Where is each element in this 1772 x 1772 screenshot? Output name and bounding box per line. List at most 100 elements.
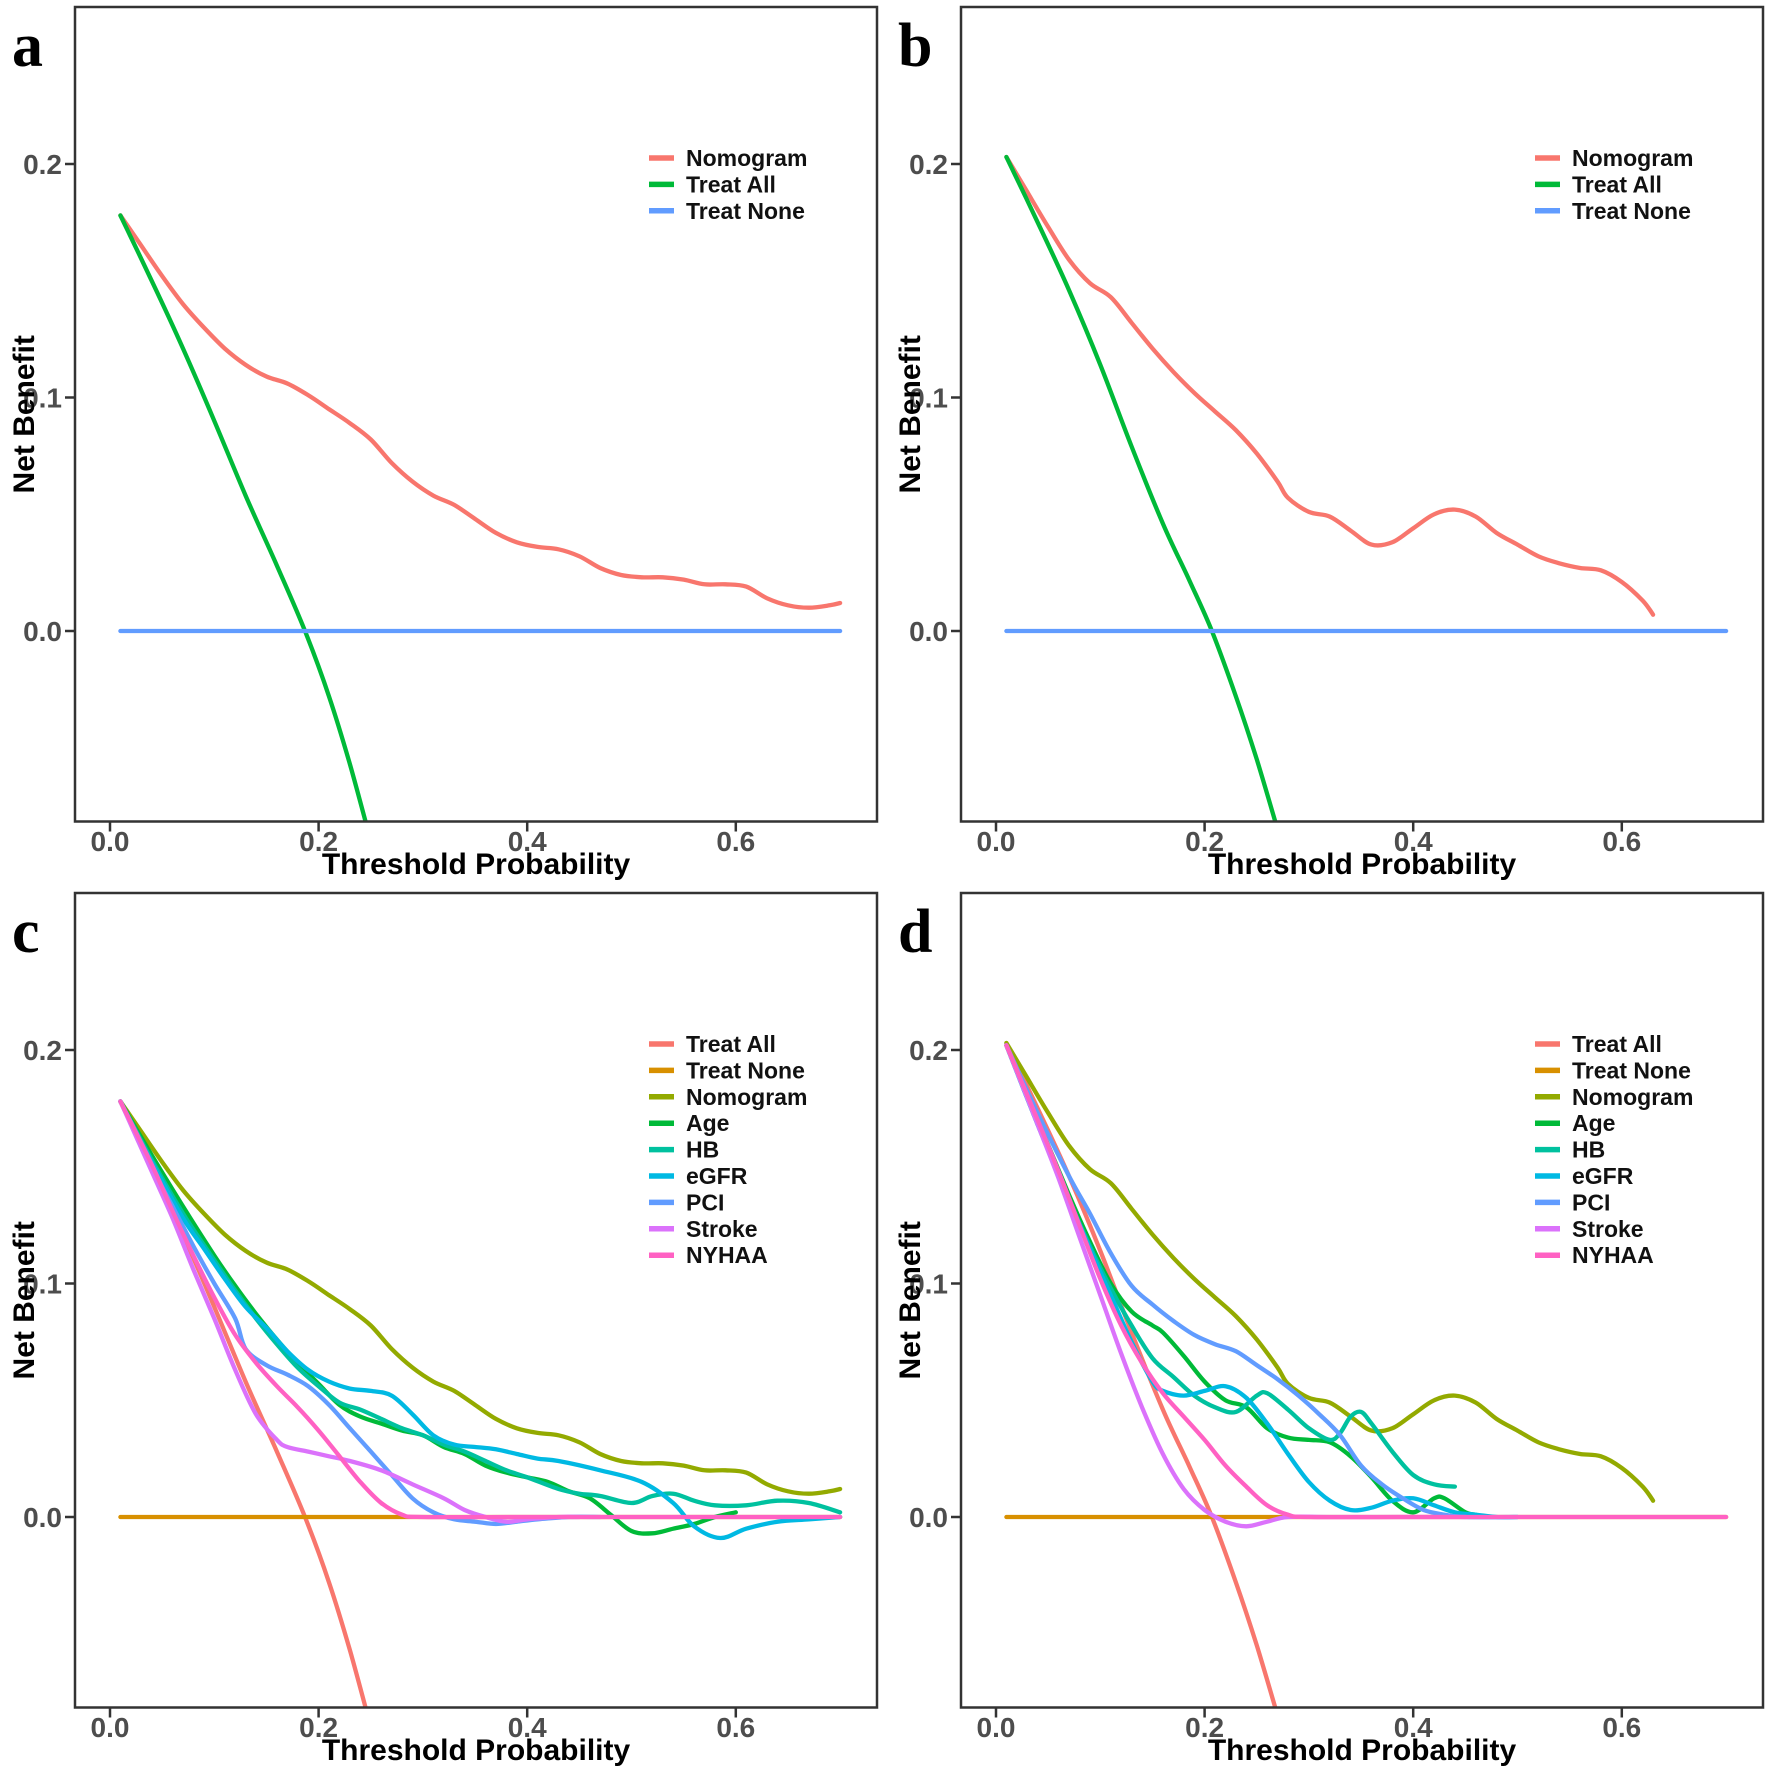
x-tick-label: 0.0	[977, 826, 1016, 857]
y-axis-title: Net Benefit	[894, 335, 927, 493]
x-tick-label: 0.0	[91, 826, 130, 857]
panel-b: 0.0 0.2 0.4 0.6 0.0 0.1 0.2 Threshold Probabili…	[886, 0, 1772, 886]
y-tick-label: 0.0	[23, 616, 62, 647]
legend-label-nomogram: Nomogram	[686, 1084, 807, 1110]
legend-label-treat-none: Treat None	[1572, 1057, 1691, 1083]
nyhaa-curve	[118, 1099, 843, 1520]
stroke-curve	[118, 1099, 582, 1524]
curves-group	[1004, 1040, 1729, 1708]
legend-label-treat-all: Treat All	[686, 1031, 776, 1057]
x-tick-label: 0.4	[1394, 826, 1433, 857]
panel-letter-d: d	[898, 898, 932, 966]
egfr-curve	[118, 1099, 843, 1541]
pci-curve	[118, 1099, 603, 1527]
legend-label-egfr: eGFR	[686, 1163, 748, 1189]
y-tick-label: 0.0	[23, 1502, 62, 1533]
plot-border	[73, 891, 879, 1709]
x-tick-label: 0.2	[1185, 1712, 1224, 1743]
legend-label-age: Age	[1572, 1110, 1615, 1136]
y-tick-label: 0.1	[23, 1269, 62, 1300]
y-tick-label: 0.2	[23, 149, 62, 180]
curves-group	[118, 213, 843, 822]
y-tick-label: 0.0	[909, 1502, 948, 1533]
x-tick-label: 0.6	[716, 826, 755, 857]
nomogram-curve	[1004, 154, 1656, 617]
plot-border	[73, 5, 879, 823]
curves-group	[118, 1099, 843, 1708]
legend-label-age: Age	[686, 1110, 729, 1136]
panel-letter-b: b	[898, 12, 932, 80]
y-tick-label: 0.1	[909, 383, 948, 414]
x-tick-label: 0.0	[977, 1712, 1016, 1743]
treat-all-curve	[118, 1099, 368, 1708]
legend-label-treat-all: Treat All	[686, 171, 776, 197]
plot-border	[959, 891, 1765, 1709]
x-tick-label: 0.6	[1602, 826, 1641, 857]
age-curve	[1004, 1043, 1478, 1517]
x-tick-label: 0.2	[1185, 826, 1224, 857]
panel-c: 0.0 0.2 0.4 0.6 0.0 0.1 0.2 Threshold Probabili…	[0, 886, 886, 1772]
legend-label-stroke: Stroke	[1572, 1216, 1644, 1242]
nomogram-curve	[1004, 1040, 1656, 1503]
x-tick-label: 0.6	[716, 1712, 755, 1743]
panel-letter-c: c	[12, 898, 40, 966]
x-tick-label: 0.4	[1394, 1712, 1433, 1743]
x-axis-title: Threshold Probability	[1208, 848, 1517, 881]
x-axis-title: Threshold Probability	[322, 848, 631, 881]
legend-label-treat-all: Treat All	[1572, 171, 1662, 197]
panel-d: 0.0 0.2 0.4 0.6 0.0 0.1 0.2 Threshold Probabili…	[886, 886, 1772, 1772]
legend-label-treat-none: Treat None	[686, 198, 805, 224]
plot-border	[959, 5, 1765, 823]
curves-group	[1004, 154, 1729, 822]
y-axis-title: Net Benefit	[8, 1221, 41, 1379]
y-tick-label: 0.2	[909, 149, 948, 180]
nyhaa-curve	[1004, 1043, 1729, 1520]
treat-all-curve	[118, 213, 368, 822]
x-axis-title: Threshold Probability	[322, 1734, 631, 1767]
x-axis-title: Threshold Probability	[1208, 1734, 1517, 1767]
legend-label-stroke: Stroke	[686, 1216, 758, 1242]
legend-label-hb: HB	[1572, 1137, 1605, 1163]
hb-curve	[1004, 1043, 1458, 1489]
legend-label-nyhaa: NYHAA	[686, 1242, 768, 1268]
legend-label-pci: PCI	[1572, 1189, 1610, 1215]
x-tick-label: 0.0	[91, 1712, 130, 1743]
y-axis-title: Net Benefit	[8, 335, 41, 493]
y-tick-label: 0.2	[909, 1035, 948, 1066]
y-tick-label: 0.2	[23, 1035, 62, 1066]
x-tick-label: 0.6	[1602, 1712, 1641, 1743]
legend-label-pci: PCI	[686, 1189, 724, 1215]
legend-label-treat-none: Treat None	[686, 1057, 805, 1083]
x-tick-label: 0.4	[508, 1712, 547, 1743]
egfr-curve	[1004, 1043, 1520, 1520]
x-tick-label: 0.2	[299, 826, 338, 857]
y-tick-label: 0.1	[23, 383, 62, 414]
legend-label-nomogram: Nomogram	[1572, 145, 1693, 171]
legend-label-nyhaa: NYHAA	[1572, 1242, 1654, 1268]
legend-label-nomogram: Nomogram	[1572, 1084, 1693, 1110]
x-tick-label: 0.2	[299, 1712, 338, 1743]
treat-all-curve	[1004, 154, 1278, 822]
legend-label-nomogram: Nomogram	[686, 145, 807, 171]
legend-label-egfr: eGFR	[1572, 1163, 1634, 1189]
pci-curve	[1004, 1043, 1520, 1520]
y-tick-label: 0.0	[909, 616, 948, 647]
panel-letter-a: a	[12, 12, 43, 80]
age-curve	[118, 1099, 738, 1536]
legend-label-hb: HB	[686, 1137, 719, 1163]
x-tick-label: 0.4	[508, 826, 547, 857]
y-tick-label: 0.1	[909, 1269, 948, 1300]
legend-label-treat-none: Treat None	[1572, 198, 1691, 224]
legend-label-treat-all: Treat All	[1572, 1031, 1662, 1057]
panel-a: 0.0 0.2 0.4 0.6 0.0 0.1 0.2 Threshold Probabili…	[0, 0, 886, 886]
y-axis-title: Net Benefit	[894, 1221, 927, 1379]
